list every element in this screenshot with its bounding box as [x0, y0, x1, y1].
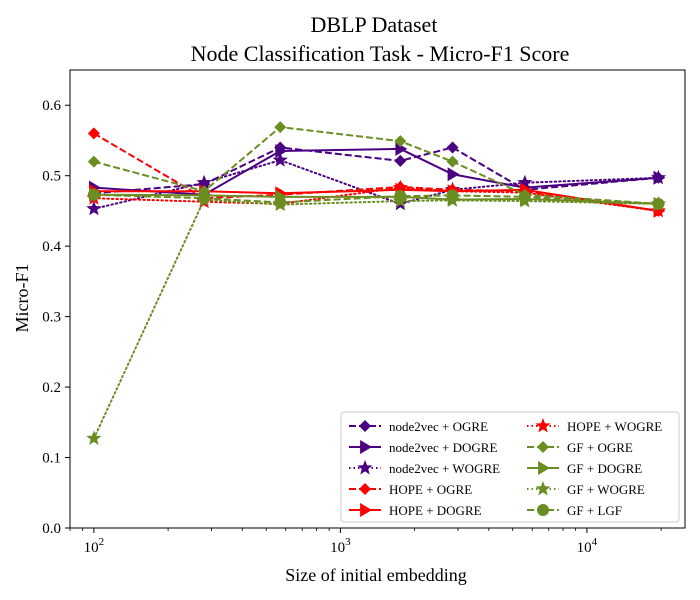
- y-tick-label: 0.1: [42, 451, 61, 467]
- legend-label: node2vec + WOGRE: [389, 461, 500, 476]
- legend-label: GF + DOGRE: [567, 461, 642, 476]
- data-point-2-5: [517, 174, 533, 190]
- y-tick-label: 0.3: [42, 310, 61, 326]
- legend-marker: [359, 483, 371, 495]
- legend-marker: [537, 504, 549, 516]
- legend-box: [340, 411, 680, 523]
- data-point-6-0: [87, 155, 100, 168]
- legend-label: node2vec + DOGRE: [389, 440, 497, 455]
- data-point-0-3: [394, 154, 407, 167]
- legend-label: HOPE + DOGRE: [389, 503, 482, 518]
- x-axis-label: Size of initial embedding: [285, 565, 466, 585]
- data-point-9-6: [652, 197, 665, 210]
- data-point-5-6: [650, 202, 667, 218]
- data-point-5-3: [392, 179, 408, 195]
- y-tick-label: 0.5: [42, 169, 61, 185]
- data-point-2-6: [650, 169, 667, 185]
- data-point-1-4: [447, 167, 460, 182]
- data-point-9-2: [274, 196, 287, 209]
- x-tick-label: 103: [330, 536, 351, 556]
- y-tick-label: 0.2: [42, 380, 61, 396]
- chart-title: DBLP Dataset: [311, 12, 438, 37]
- legend: node2vec + OGRE node2vec + DOGRE node2vec …: [340, 411, 680, 523]
- legend-label: node2vec + OGRE: [389, 419, 488, 434]
- legend-label: HOPE + WOGRE: [567, 419, 662, 434]
- data-point-9-5: [518, 190, 531, 203]
- legend-marker: [359, 420, 371, 432]
- data-point-1-2: [275, 144, 288, 159]
- data-point-6-2: [274, 121, 287, 134]
- legend-label: GF + OGRE: [567, 440, 633, 455]
- plot-area: 0.0 0.1 0.2 0.3 0.4 0.5 0.6 102 103 104: [42, 69, 686, 556]
- data-point-8-0: [86, 430, 102, 445]
- series-line-8: [92, 198, 660, 440]
- data-point-9-4: [446, 189, 459, 202]
- data-point-9-3: [394, 190, 407, 203]
- legend-marker: [360, 503, 372, 517]
- legend-label: GF + WOGRE: [567, 482, 645, 497]
- data-point-6-3: [394, 135, 407, 148]
- data-point-6-4: [446, 155, 459, 168]
- data-point-3-0: [87, 127, 100, 140]
- series-line-0: [93, 146, 659, 195]
- x-tick-label: 104: [577, 536, 598, 556]
- data-point-2-2: [272, 152, 288, 167]
- y-axis-label: Micro-F1: [12, 264, 32, 333]
- legend-marker: [538, 461, 550, 475]
- legend-marker: [537, 441, 549, 453]
- x-tick-label: 102: [84, 536, 105, 556]
- legend-marker: [357, 460, 373, 475]
- legend-marker: [535, 481, 551, 496]
- data-point-0-4: [446, 141, 459, 154]
- data-point-9-0: [87, 188, 100, 201]
- y-tick-label: 0.6: [42, 98, 61, 114]
- y-tick-label: 0.0: [42, 521, 61, 537]
- legend-label: HOPE + OGRE: [389, 482, 472, 497]
- chart-subtitle: Node Classification Task - Micro-F1 Scor…: [191, 41, 570, 66]
- legend-marker: [360, 440, 372, 454]
- legend-label: GF + LGF: [567, 503, 622, 518]
- y-tick-label: 0.4: [42, 239, 61, 255]
- legend-marker: [535, 418, 551, 433]
- data-point-9-1: [198, 192, 211, 205]
- data-point-1-3: [395, 141, 408, 156]
- data-point-2-0: [86, 200, 102, 216]
- plot-frame: [69, 69, 686, 529]
- data-point-2-1: [196, 174, 212, 190]
